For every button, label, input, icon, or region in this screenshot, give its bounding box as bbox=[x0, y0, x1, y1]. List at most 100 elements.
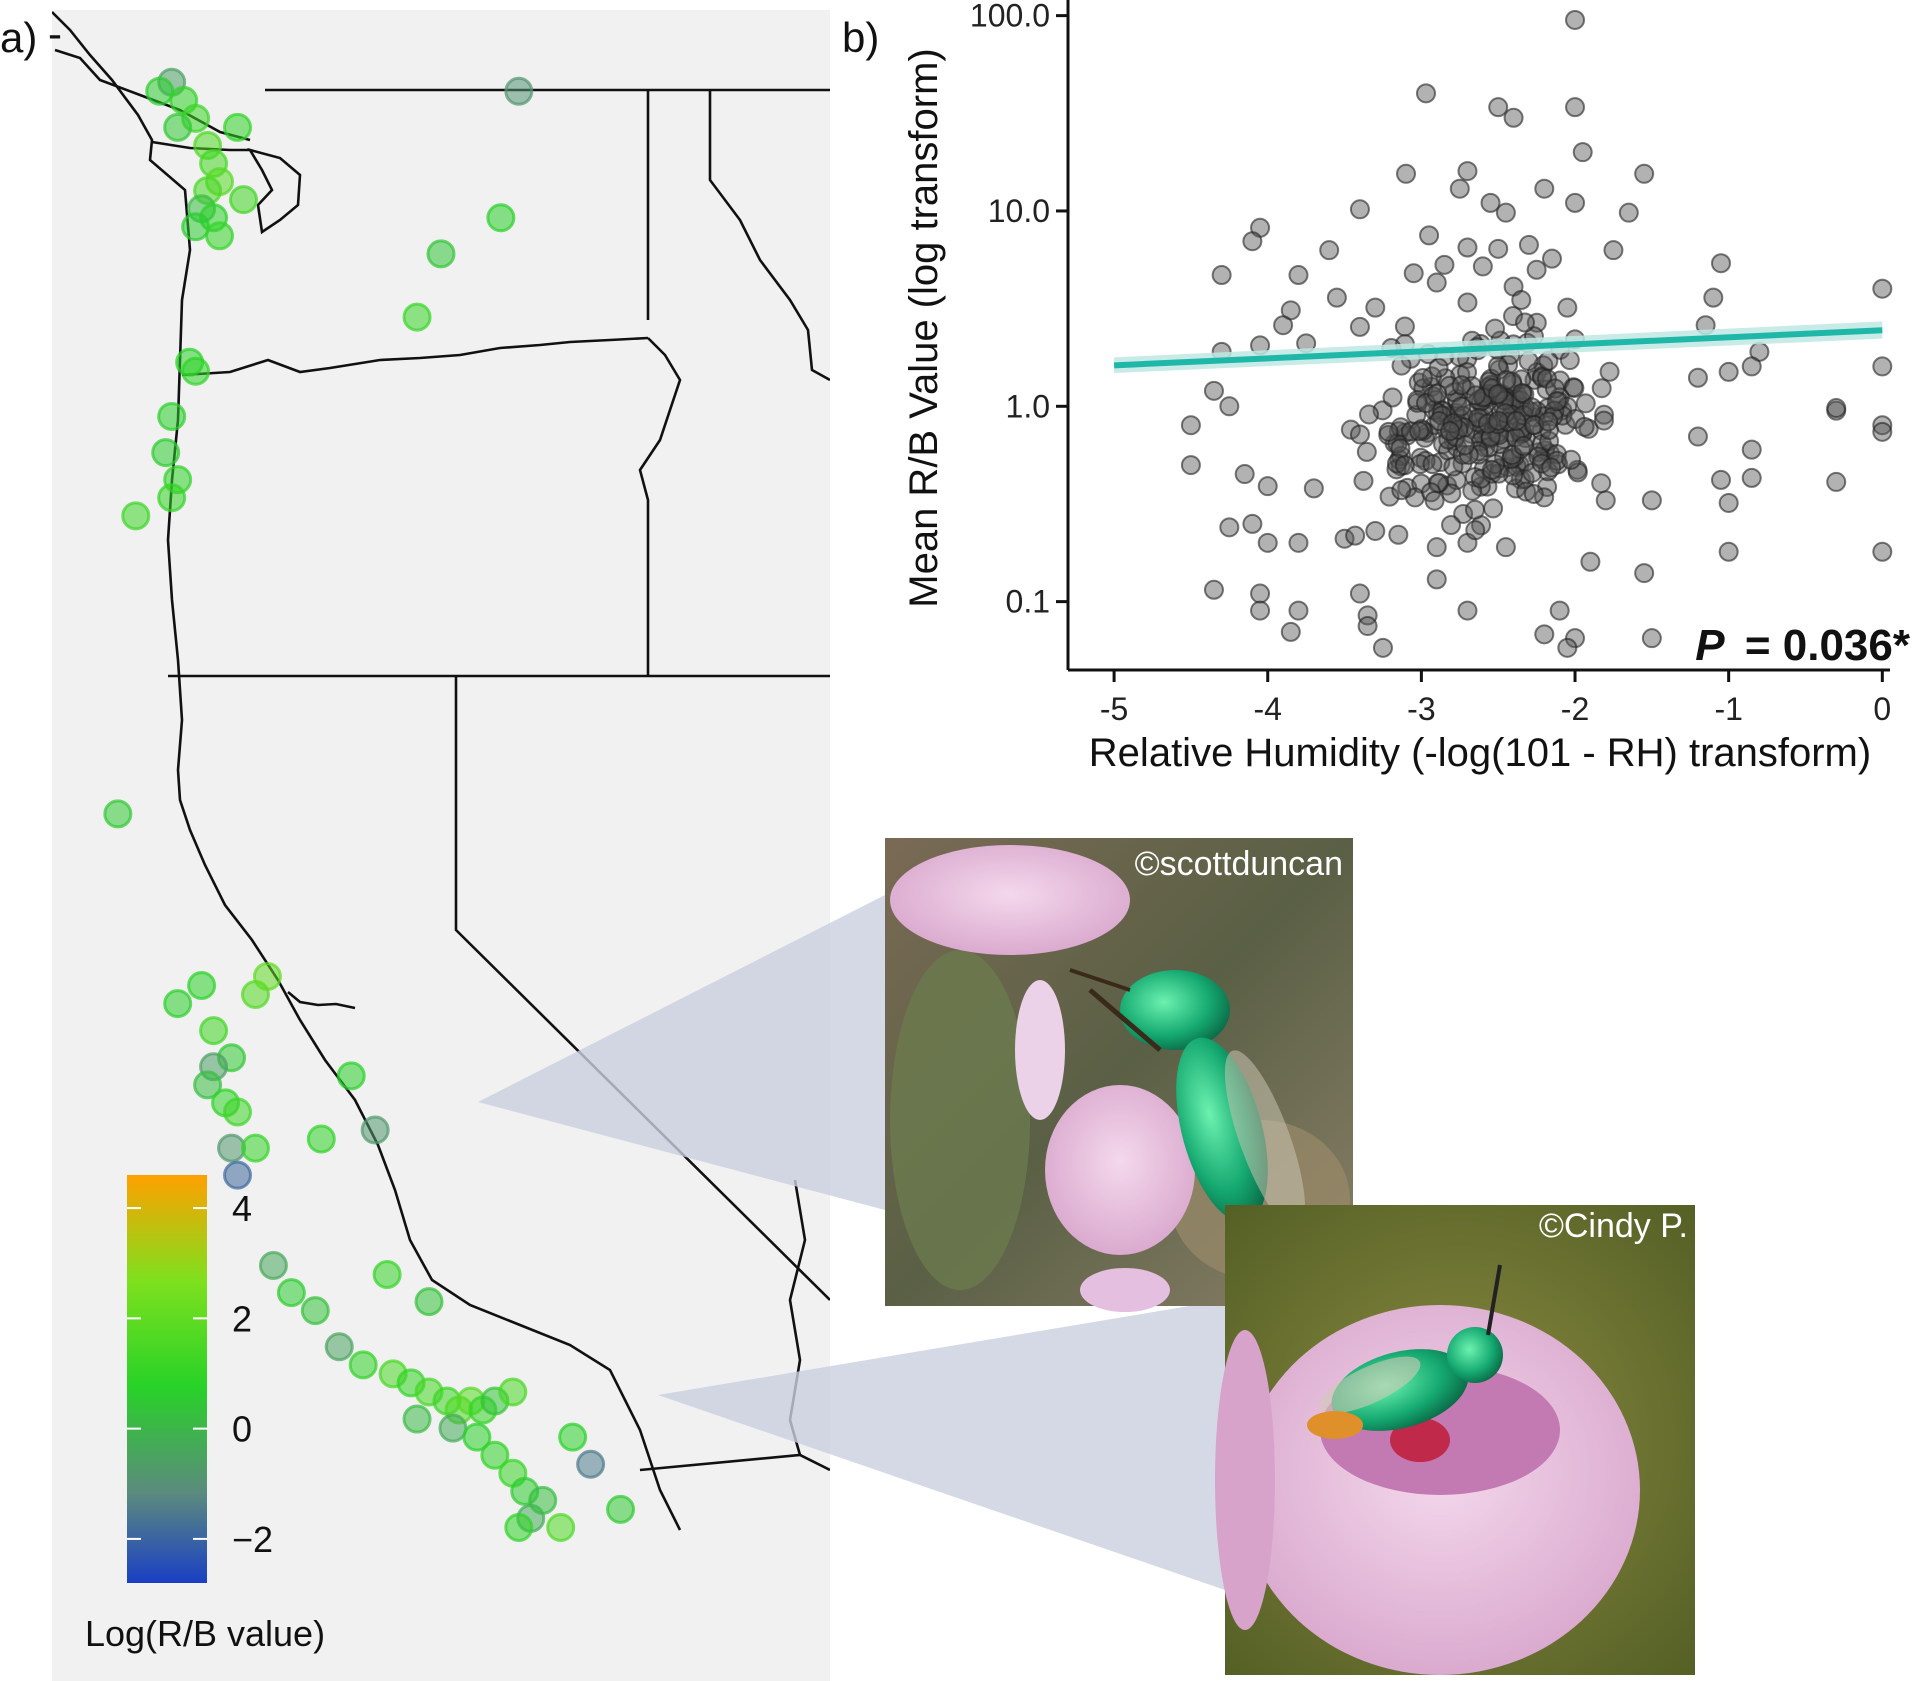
map-point bbox=[528, 1485, 558, 1515]
photo-top-bee-antenna bbox=[1069, 968, 1131, 992]
scatter-point bbox=[1434, 254, 1455, 275]
map-point bbox=[402, 302, 432, 332]
map-point bbox=[306, 1124, 336, 1154]
map-point bbox=[348, 1350, 378, 1380]
scatter-point bbox=[1634, 563, 1655, 584]
photo-bottom-bee-legs bbox=[1307, 1411, 1363, 1439]
scatter-point bbox=[1559, 350, 1580, 371]
photo-top-credit: ©scottduncan bbox=[1135, 845, 1343, 883]
x-axis-title: Relative Humidity (-log(101 - RH) transf… bbox=[1089, 731, 1871, 775]
map-point bbox=[402, 1404, 432, 1434]
scatter-point bbox=[1710, 469, 1731, 490]
scatter-point bbox=[1219, 396, 1240, 417]
legend-tick-label: 4 bbox=[232, 1188, 252, 1229]
scatter-point bbox=[1574, 416, 1595, 437]
map-point bbox=[300, 1296, 330, 1326]
photo-bottom-flower-left bbox=[1215, 1330, 1275, 1630]
scatter-point bbox=[1503, 107, 1524, 128]
photo-sweat-bee-bottom: ©Cindy P. bbox=[1215, 1205, 1695, 1675]
scatter-point bbox=[1481, 459, 1502, 480]
scatter-point bbox=[1180, 455, 1201, 476]
map-point bbox=[372, 1260, 402, 1290]
scatter-point bbox=[1426, 537, 1447, 558]
scatter-point bbox=[1390, 417, 1411, 438]
x-axis-ticks: -5 -4 -3 -2 -1 0 bbox=[1100, 670, 1891, 727]
photo-top-bee-wing bbox=[1224, 1050, 1306, 1230]
scatter-point bbox=[1394, 316, 1415, 337]
scatter-point bbox=[1349, 199, 1370, 220]
y-tick-label: 100.0 bbox=[970, 0, 1050, 34]
map-point bbox=[217, 1133, 247, 1163]
map-point bbox=[145, 76, 175, 106]
map-point bbox=[426, 239, 456, 269]
scatter-point bbox=[1593, 404, 1614, 425]
scatter-point bbox=[1872, 421, 1893, 442]
map-point bbox=[276, 1278, 306, 1308]
scatter-point bbox=[1718, 541, 1739, 562]
photo-bottom-bee-antenna bbox=[1486, 1264, 1502, 1336]
coastline bbox=[52, 11, 682, 1531]
y-axis-title: Mean R/B Value (log transform) bbox=[902, 48, 946, 607]
panel-a-label: a) bbox=[0, 14, 37, 61]
photo-top-bee-leg bbox=[1088, 988, 1162, 1052]
scatter-point bbox=[1242, 513, 1263, 534]
scatter-point bbox=[1357, 616, 1378, 637]
scatter-point bbox=[1687, 426, 1708, 447]
scatter-point bbox=[1718, 361, 1739, 382]
scatter-point bbox=[1391, 480, 1412, 501]
scatter-point bbox=[1250, 600, 1271, 621]
map-panel: a) - 4 2 0 −2 Log(R/B value) bbox=[0, 10, 1225, 1681]
x-tick-label: 0 bbox=[1873, 691, 1891, 727]
scatter-point bbox=[1541, 248, 1562, 269]
y-tick-label: 1.0 bbox=[1006, 388, 1050, 424]
scatter-point bbox=[1480, 192, 1501, 213]
scatter-point bbox=[1872, 541, 1893, 562]
map-point bbox=[504, 76, 534, 106]
x-tick-label: -3 bbox=[1407, 691, 1435, 727]
scatter-point bbox=[1180, 415, 1201, 436]
vancouver-island bbox=[54, 48, 251, 142]
scatter-point bbox=[1488, 410, 1509, 431]
photo-bottom-pollen bbox=[1390, 1418, 1450, 1462]
scatter-point bbox=[1513, 435, 1534, 456]
scatter-point bbox=[1415, 83, 1436, 104]
scatter-point bbox=[1257, 532, 1278, 553]
scatter-point bbox=[1488, 238, 1509, 259]
p-value-text: = 0.036* bbox=[1745, 621, 1911, 670]
scatter-point bbox=[1441, 514, 1462, 535]
p-value-symbol: P bbox=[1695, 621, 1725, 670]
map-point bbox=[252, 961, 282, 991]
scatter-point bbox=[1340, 419, 1361, 440]
map-point bbox=[486, 203, 516, 233]
scatter-point bbox=[1219, 517, 1240, 538]
scatter-point bbox=[1396, 163, 1417, 184]
scatter-point bbox=[1457, 161, 1478, 182]
scatter-point bbox=[1379, 486, 1400, 507]
scatter-point bbox=[1541, 457, 1562, 478]
p-value-annotation: P = 0.036* bbox=[1695, 621, 1911, 670]
map-point bbox=[181, 356, 211, 386]
scatter-point bbox=[1388, 524, 1409, 545]
scatter-point bbox=[1534, 178, 1555, 199]
scatter-point bbox=[1451, 375, 1472, 396]
scatter-point bbox=[1457, 237, 1478, 258]
map-point bbox=[462, 1422, 492, 1452]
scatter-point bbox=[1349, 316, 1370, 337]
scatter-point bbox=[1288, 532, 1309, 553]
scatter-point bbox=[1518, 351, 1539, 372]
scatter-point bbox=[1412, 367, 1433, 388]
map-points bbox=[103, 67, 636, 1542]
scatter-point bbox=[1572, 142, 1593, 163]
scatter-point bbox=[1741, 356, 1762, 377]
scatter-point bbox=[1506, 410, 1527, 431]
scatter-point bbox=[1468, 407, 1489, 428]
scatter-point bbox=[1641, 628, 1662, 649]
photo-top-flower-upper bbox=[890, 845, 1130, 955]
wa-or-border bbox=[181, 336, 649, 377]
scatter-point bbox=[1441, 483, 1462, 504]
photo-top-flower-petal bbox=[1015, 980, 1065, 1120]
scatter-point bbox=[1403, 263, 1424, 284]
map-point bbox=[151, 438, 181, 468]
scatter-point bbox=[1257, 476, 1278, 497]
or-id-border bbox=[638, 337, 682, 676]
